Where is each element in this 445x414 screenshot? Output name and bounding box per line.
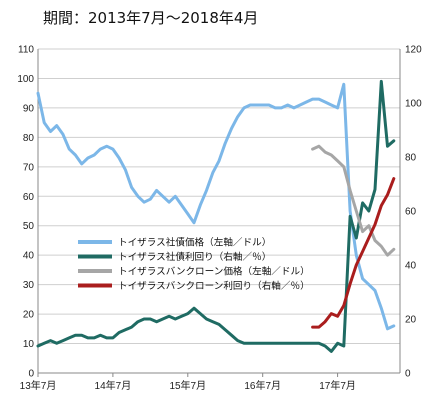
left-tick-label: 10 <box>23 339 35 350</box>
chart-title: 期間：2013年7月～2018年4月 <box>43 9 258 27</box>
x-tick-label: 13年7月 <box>20 379 57 392</box>
legend: トイザラス社債価格（左軸／ドル） トイザラス社債利回り（右軸／％） トイザラスバンク… <box>78 237 310 292</box>
left-tick-label: 70 <box>23 162 35 173</box>
axes <box>37 49 401 374</box>
x-tick-label: 17年7月 <box>319 379 356 392</box>
series-line-3 <box>311 144 396 257</box>
x-axis-ticks: 13年7月 14年7月 15年7月 16年7月 17年7月 <box>20 373 356 392</box>
right-tick-label: 20 <box>405 315 417 326</box>
x-tick-label: 16年7月 <box>244 379 281 392</box>
x-tick-label: 15年7月 <box>169 379 206 392</box>
legend-label: トイザラスバンクローン価格（左軸／ドル） <box>118 266 310 278</box>
left-tick-label: 40 <box>23 251 35 262</box>
series-line-1 <box>36 82 396 331</box>
right-tick-label: 100 <box>405 99 422 110</box>
right-tick-label: 80 <box>405 153 417 164</box>
left-tick-label: 30 <box>23 280 35 291</box>
legend-label: トイザラス社債価格（左軸／ドル） <box>118 237 271 249</box>
left-axis-ticks: 0 10 20 30 40 50 60 70 80 90 100 110 <box>17 45 34 380</box>
legend-label: トイザラス社債利回り（右軸／％） <box>118 251 271 263</box>
left-tick-label: 100 <box>17 74 34 85</box>
right-tick-label: 60 <box>405 207 417 218</box>
right-tick-label: 40 <box>405 261 417 272</box>
series-lines <box>36 79 396 353</box>
legend-label: トイザラスバンクローン利回り（右軸／％） <box>118 280 310 292</box>
left-tick-label: 50 <box>23 221 35 232</box>
left-tick-label: 60 <box>23 192 35 203</box>
x-tick-label: 14年7月 <box>95 379 132 392</box>
left-tick-label: 110 <box>18 45 34 56</box>
left-tick-label: 0 <box>28 369 34 380</box>
left-tick-label: 80 <box>23 133 35 144</box>
right-tick-label: 0 <box>405 369 411 380</box>
right-axis-ticks: 0 20 40 60 80 100 120 <box>405 45 422 380</box>
left-tick-label: 20 <box>23 310 35 321</box>
left-tick-label: 90 <box>23 103 35 114</box>
series-line-4 <box>311 177 396 329</box>
series-line-2 <box>36 79 396 353</box>
right-tick-label: 120 <box>405 45 422 56</box>
